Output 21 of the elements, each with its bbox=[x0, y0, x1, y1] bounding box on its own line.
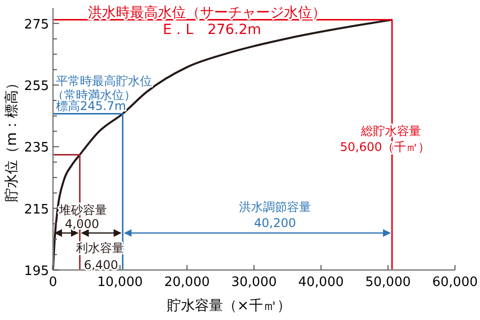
x-tick-label: 30,000 bbox=[231, 275, 277, 290]
x-tick-label: 20,000 bbox=[164, 275, 210, 290]
y-tick-label: 255 bbox=[24, 79, 49, 94]
annotation: 洪水調節容量 bbox=[239, 200, 311, 214]
y-tick-label: 275 bbox=[24, 17, 49, 32]
annotation: 40,200 bbox=[254, 216, 296, 230]
x-tick-label: 40,000 bbox=[298, 275, 344, 290]
x-tick-label: 0 bbox=[48, 275, 58, 290]
annotation: 平常時最高貯水位 bbox=[56, 74, 152, 88]
annotation: 6,400 bbox=[84, 258, 118, 272]
annotation: 標高245.7m bbox=[56, 99, 126, 113]
x-tick-label: 10,000 bbox=[97, 275, 143, 290]
y-axis-title: 貯水位（m：標高） bbox=[4, 76, 20, 202]
y-tick-label: 215 bbox=[24, 202, 49, 218]
x-tick-label: 60,000 bbox=[432, 275, 478, 290]
y-tick-label: 235 bbox=[24, 140, 49, 156]
x-axis-title: 貯水容量（×千㎥） bbox=[167, 298, 291, 314]
annotation: E．L 276.2m bbox=[162, 22, 262, 38]
x-tick-label: 50,000 bbox=[365, 275, 411, 290]
annotation: 洪水時最高水位（サーチャージ水位） bbox=[88, 5, 326, 21]
y-tick-label: 195 bbox=[24, 264, 49, 279]
